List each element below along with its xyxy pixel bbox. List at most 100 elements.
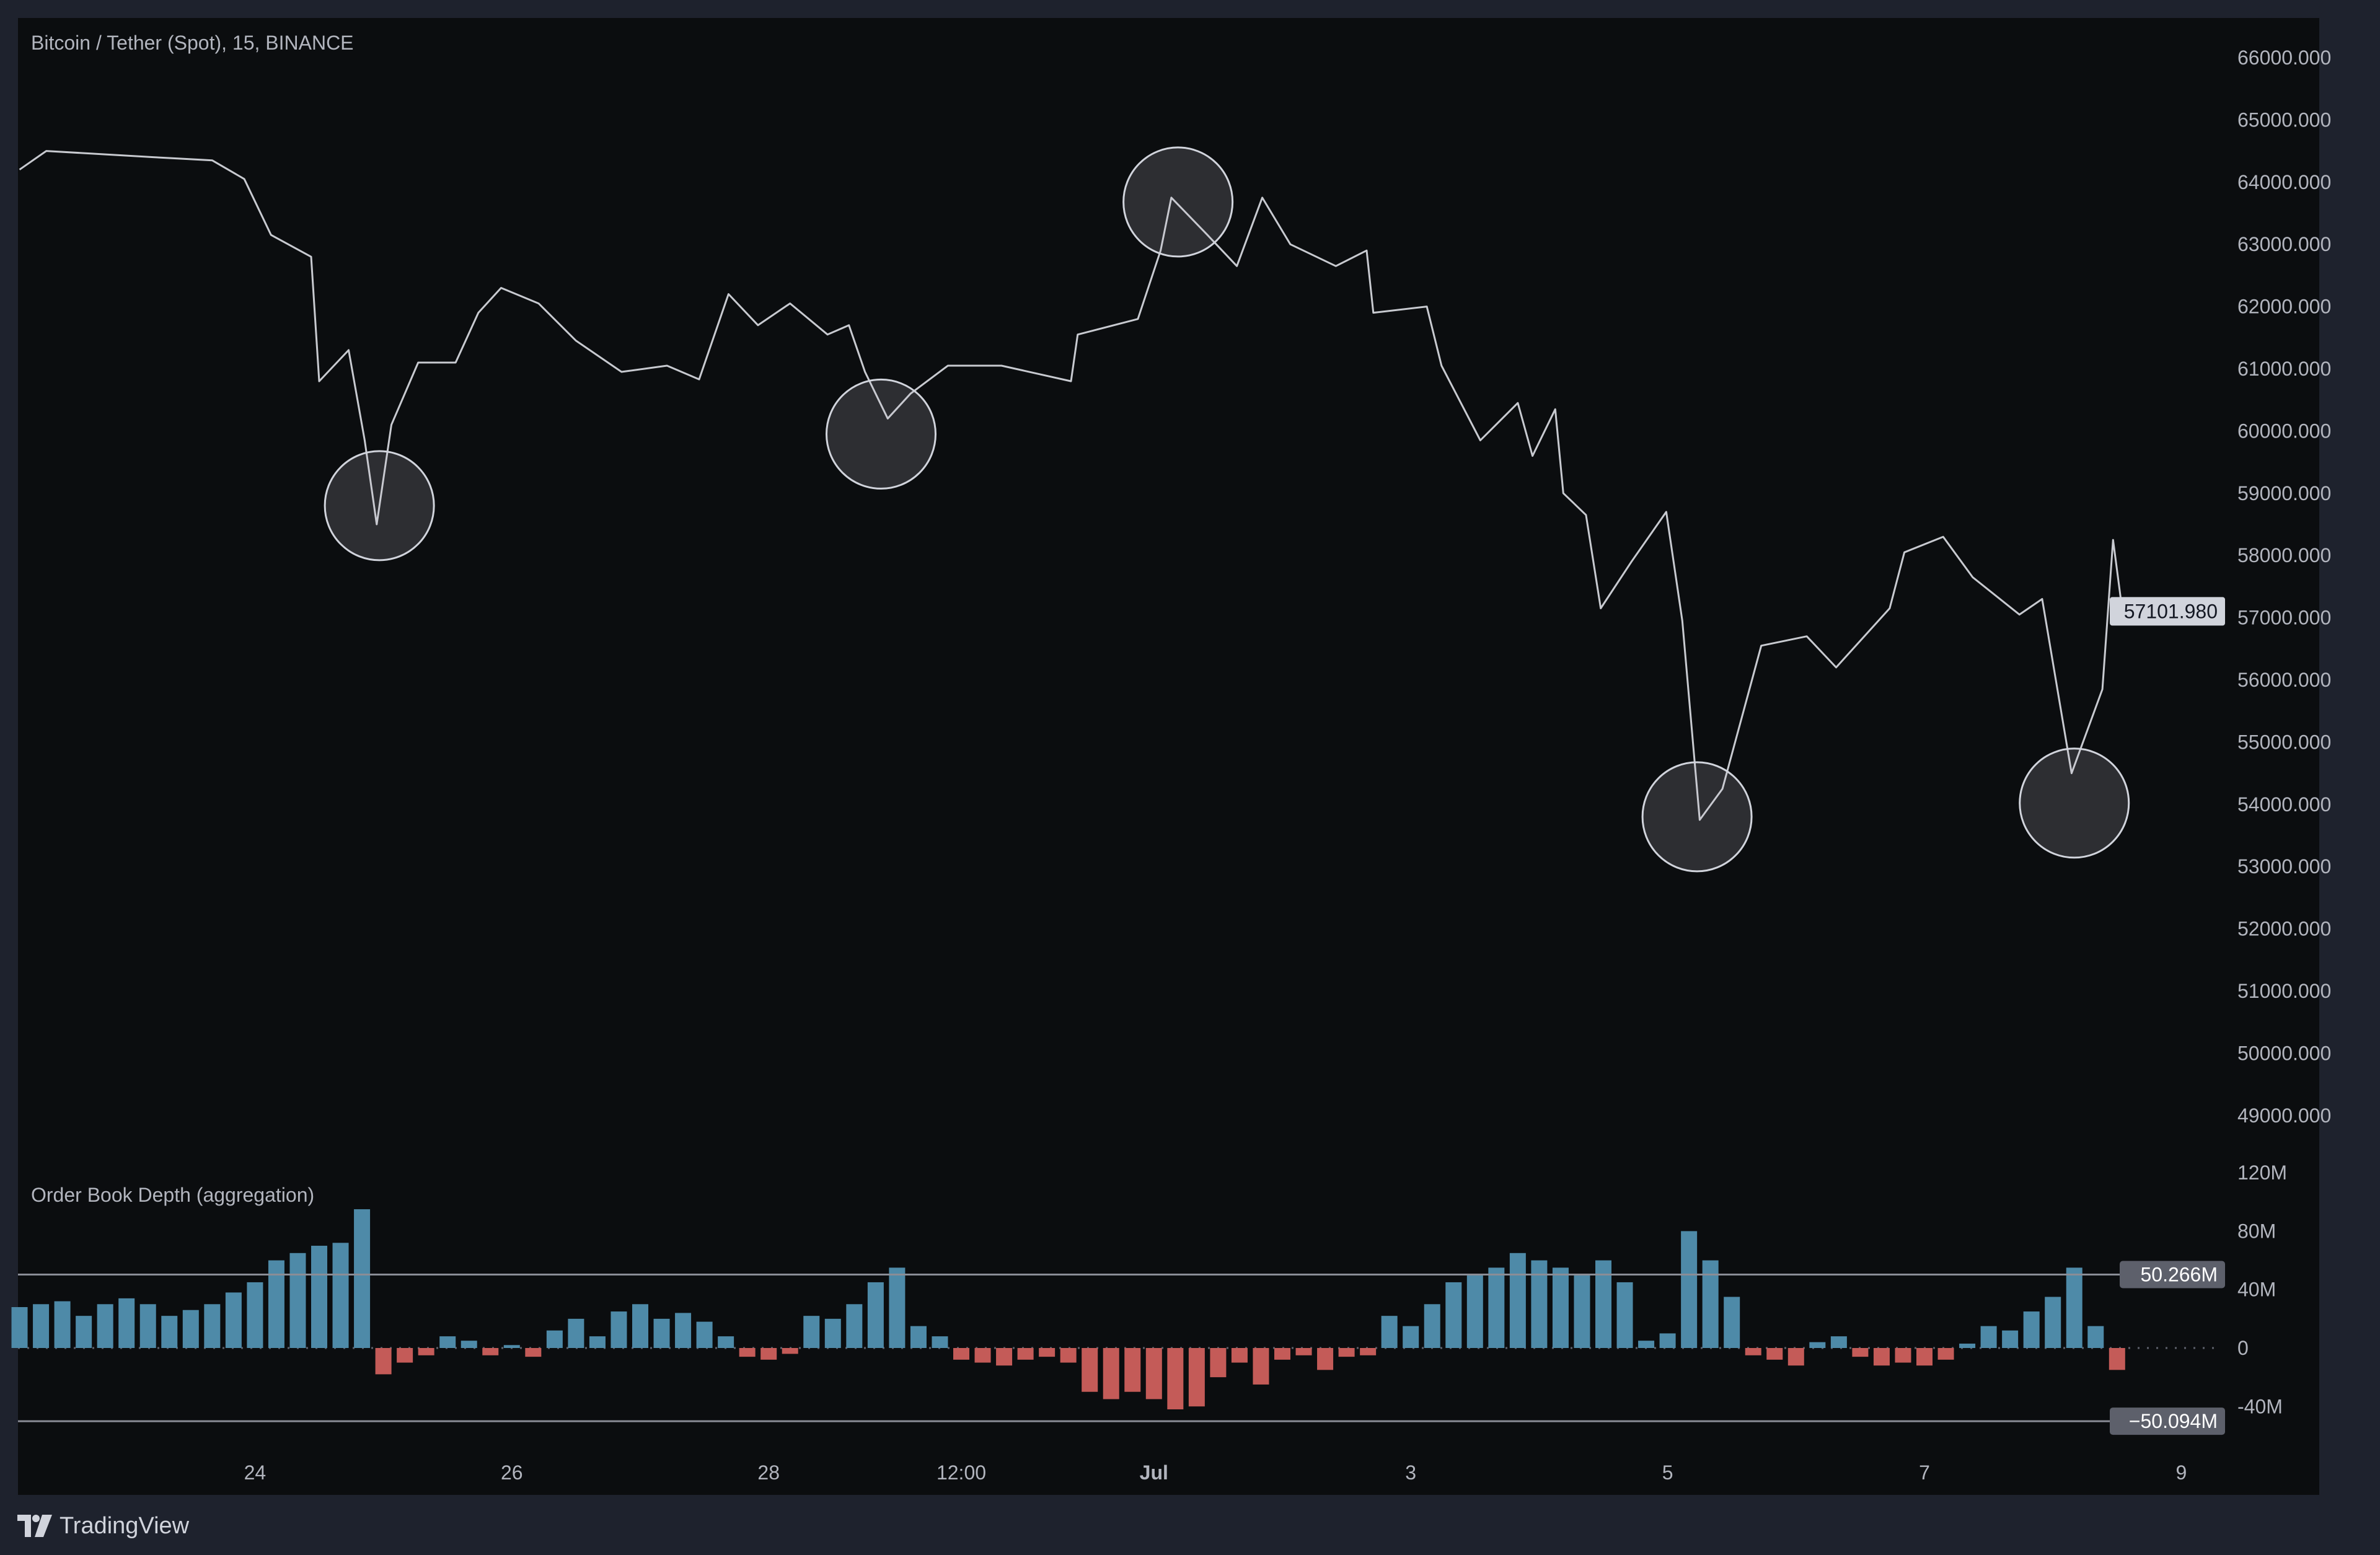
time-tick-label: Jul [1140,1461,1168,1484]
depth-bar [375,1348,392,1375]
depth-levels: 50.266M −50.094M [18,1261,2225,1435]
depth-bar [1253,1348,1269,1385]
depth-bar [2002,1330,2019,1348]
depth-bar [1681,1231,1698,1348]
depth-bar [568,1318,584,1348]
depth-bar [932,1336,948,1348]
depth-bar [397,1348,413,1363]
annotation-circle[interactable] [1641,761,1753,873]
depth-bar [1488,1267,1505,1348]
depth-bar [76,1316,92,1348]
depth-bar [889,1267,906,1348]
price-tick-label: 61000.000 [2237,358,2331,380]
tradingview-logo-icon [17,1515,52,1537]
annotation-circle[interactable] [2019,747,2130,859]
depth-bar [1124,1348,1141,1392]
depth-bar [996,1348,1013,1366]
depth-bar [760,1348,777,1360]
symbol-title: Bitcoin / Tether (Spot), 15, BINANCE [31,32,354,54]
depth-bar [1231,1348,1248,1363]
annotations[interactable] [324,146,2130,873]
price-tick-label: 54000.000 [2237,793,2331,816]
depth-bar [1295,1348,1312,1355]
annotation-circle[interactable] [1122,146,1234,258]
depth-bar [910,1326,927,1348]
depth-bar [589,1336,606,1348]
time-tick-label: 9 [2176,1461,2187,1484]
depth-bar [2045,1297,2061,1348]
depth-bar [1509,1253,1526,1348]
time-tick-label: 26 [501,1461,523,1484]
chart-pane[interactable] [18,18,2319,1495]
depth-bar [1145,1348,1162,1399]
depth-bar [1830,1336,1847,1348]
depth-bar [1659,1333,1676,1348]
depth-bar [739,1348,756,1357]
depth-histogram [11,1209,2125,1409]
price-tick-label: 49000.000 [2237,1104,2331,1127]
time-tick-label: 5 [1662,1461,1673,1484]
depth-bar [675,1313,692,1348]
last-price-badge: 57101.980 [2110,597,2225,626]
time-tick-label: 3 [1405,1461,1416,1484]
depth-bar [1274,1348,1290,1360]
depth-bar [332,1243,349,1348]
depth-bar [1210,1348,1227,1378]
depth-bar [867,1282,884,1348]
depth-bar [482,1348,499,1355]
depth-bar [974,1348,991,1363]
price-tick-label: 66000.000 [2237,46,2331,69]
footer-brand[interactable]: TradingView [17,1507,189,1544]
depth-bar [1403,1326,1419,1348]
depth-bar [1360,1348,1377,1355]
depth-level-label: 50.266M [2140,1264,2218,1286]
depth-bar [1616,1282,1633,1348]
depth-bar [546,1330,563,1348]
time-tick-label: 24 [244,1461,267,1484]
brand-name: TradingView [60,1512,190,1539]
depth-bar [354,1209,371,1348]
depth-bar [846,1304,863,1348]
annotation-circle[interactable] [826,378,937,490]
depth-bar [1787,1348,1804,1366]
depth-bar [182,1310,199,1348]
depth-bar [1039,1348,1056,1357]
depth-bar [2066,1267,2082,1348]
price-tick-label: 60000.000 [2237,420,2331,442]
price-tick-label: 65000.000 [2237,108,2331,131]
time-tick-label: 7 [1919,1461,1930,1484]
depth-bar [1424,1304,1440,1348]
depth-bar [1466,1275,1483,1348]
depth-bar [1574,1275,1590,1348]
depth-bar [1082,1348,1098,1392]
depth-tick-label: 40M [2237,1279,2276,1301]
indicator-title: Order Book Depth (aggregation) [31,1184,314,1206]
annotation-circle[interactable] [324,450,435,562]
depth-bar [632,1304,648,1348]
depth-bar [782,1348,798,1354]
depth-tick-label: -40M [2237,1395,2283,1417]
price-line [19,150,2123,821]
depth-level-label: −50.094M [2129,1410,2218,1432]
depth-bar [2023,1311,2040,1348]
depth-bar [1338,1348,1355,1357]
price-tick-label: 56000.000 [2237,669,2331,691]
depth-bar [1638,1341,1655,1348]
depth-bar [1552,1267,1569,1348]
depth-bar [1852,1348,1869,1357]
time-axis[interactable]: 24 26 28 12:00 Jul 3 5 7 9 [244,1461,2187,1484]
depth-bar [1017,1348,1034,1360]
depth-bar [418,1348,434,1355]
price-tick-label: 62000.000 [2237,296,2331,318]
time-tick-label: 12:00 [937,1461,986,1484]
depth-bar [1381,1316,1398,1348]
price-tick-label: 50000.000 [2237,1042,2331,1064]
depth-level-badge [2110,1407,2225,1435]
depth-bar [247,1282,263,1348]
depth-bar [1595,1260,1611,1348]
price-axis[interactable]: 66000.000 65000.000 64000.000 63000.000 6200… [2237,46,2331,1127]
price-tick-label: 55000.000 [2237,731,2331,753]
depth-bar [461,1341,477,1348]
last-price-label: 57101.980 [2124,600,2218,622]
